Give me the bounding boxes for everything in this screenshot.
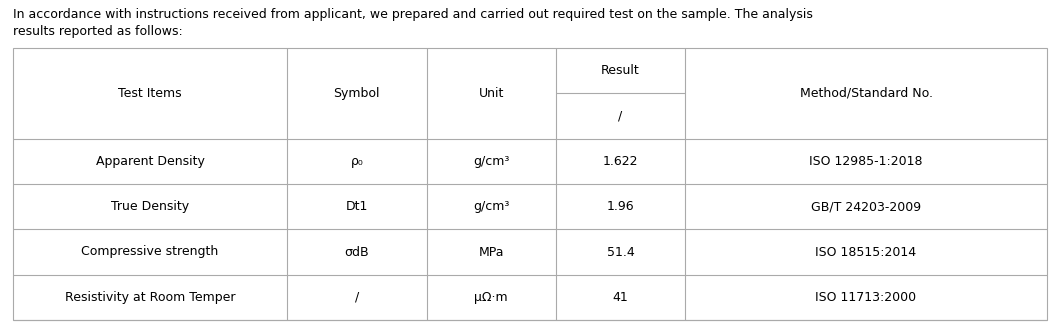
Text: σdB: σdB — [344, 246, 369, 259]
Text: GB/T 24203-2009: GB/T 24203-2009 — [811, 200, 921, 213]
Text: Dt1: Dt1 — [346, 200, 368, 213]
Text: Test Items: Test Items — [119, 87, 182, 100]
Text: Unit: Unit — [478, 87, 503, 100]
Text: results reported as follows:: results reported as follows: — [13, 25, 182, 38]
Text: ISO 12985-1:2018: ISO 12985-1:2018 — [809, 155, 923, 168]
Text: ρ₀: ρ₀ — [351, 155, 364, 168]
Text: μΩ·m: μΩ·m — [475, 291, 508, 304]
Text: Compressive strength: Compressive strength — [82, 246, 218, 259]
Text: Result: Result — [601, 64, 640, 77]
Text: /: / — [355, 291, 359, 304]
Text: Resistivity at Room Temper: Resistivity at Room Temper — [65, 291, 235, 304]
Text: In accordance with instructions received from applicant, we prepared and carried: In accordance with instructions received… — [13, 8, 813, 21]
Text: 51.4: 51.4 — [606, 246, 634, 259]
Text: 1.622: 1.622 — [603, 155, 638, 168]
Text: ISO 11713:2000: ISO 11713:2000 — [815, 291, 917, 304]
Text: True Density: True Density — [111, 200, 189, 213]
Bar — [13, 48, 1047, 320]
Text: Method/Standard No.: Method/Standard No. — [799, 87, 933, 100]
Text: ISO 18515:2014: ISO 18515:2014 — [815, 246, 917, 259]
Text: 41: 41 — [613, 291, 629, 304]
Text: g/cm³: g/cm³ — [473, 200, 510, 213]
Text: 1.96: 1.96 — [606, 200, 634, 213]
Text: g/cm³: g/cm³ — [473, 155, 510, 168]
Text: /: / — [618, 110, 622, 123]
Text: Symbol: Symbol — [334, 87, 381, 100]
Text: Apparent Density: Apparent Density — [95, 155, 205, 168]
Text: MPa: MPa — [478, 246, 503, 259]
